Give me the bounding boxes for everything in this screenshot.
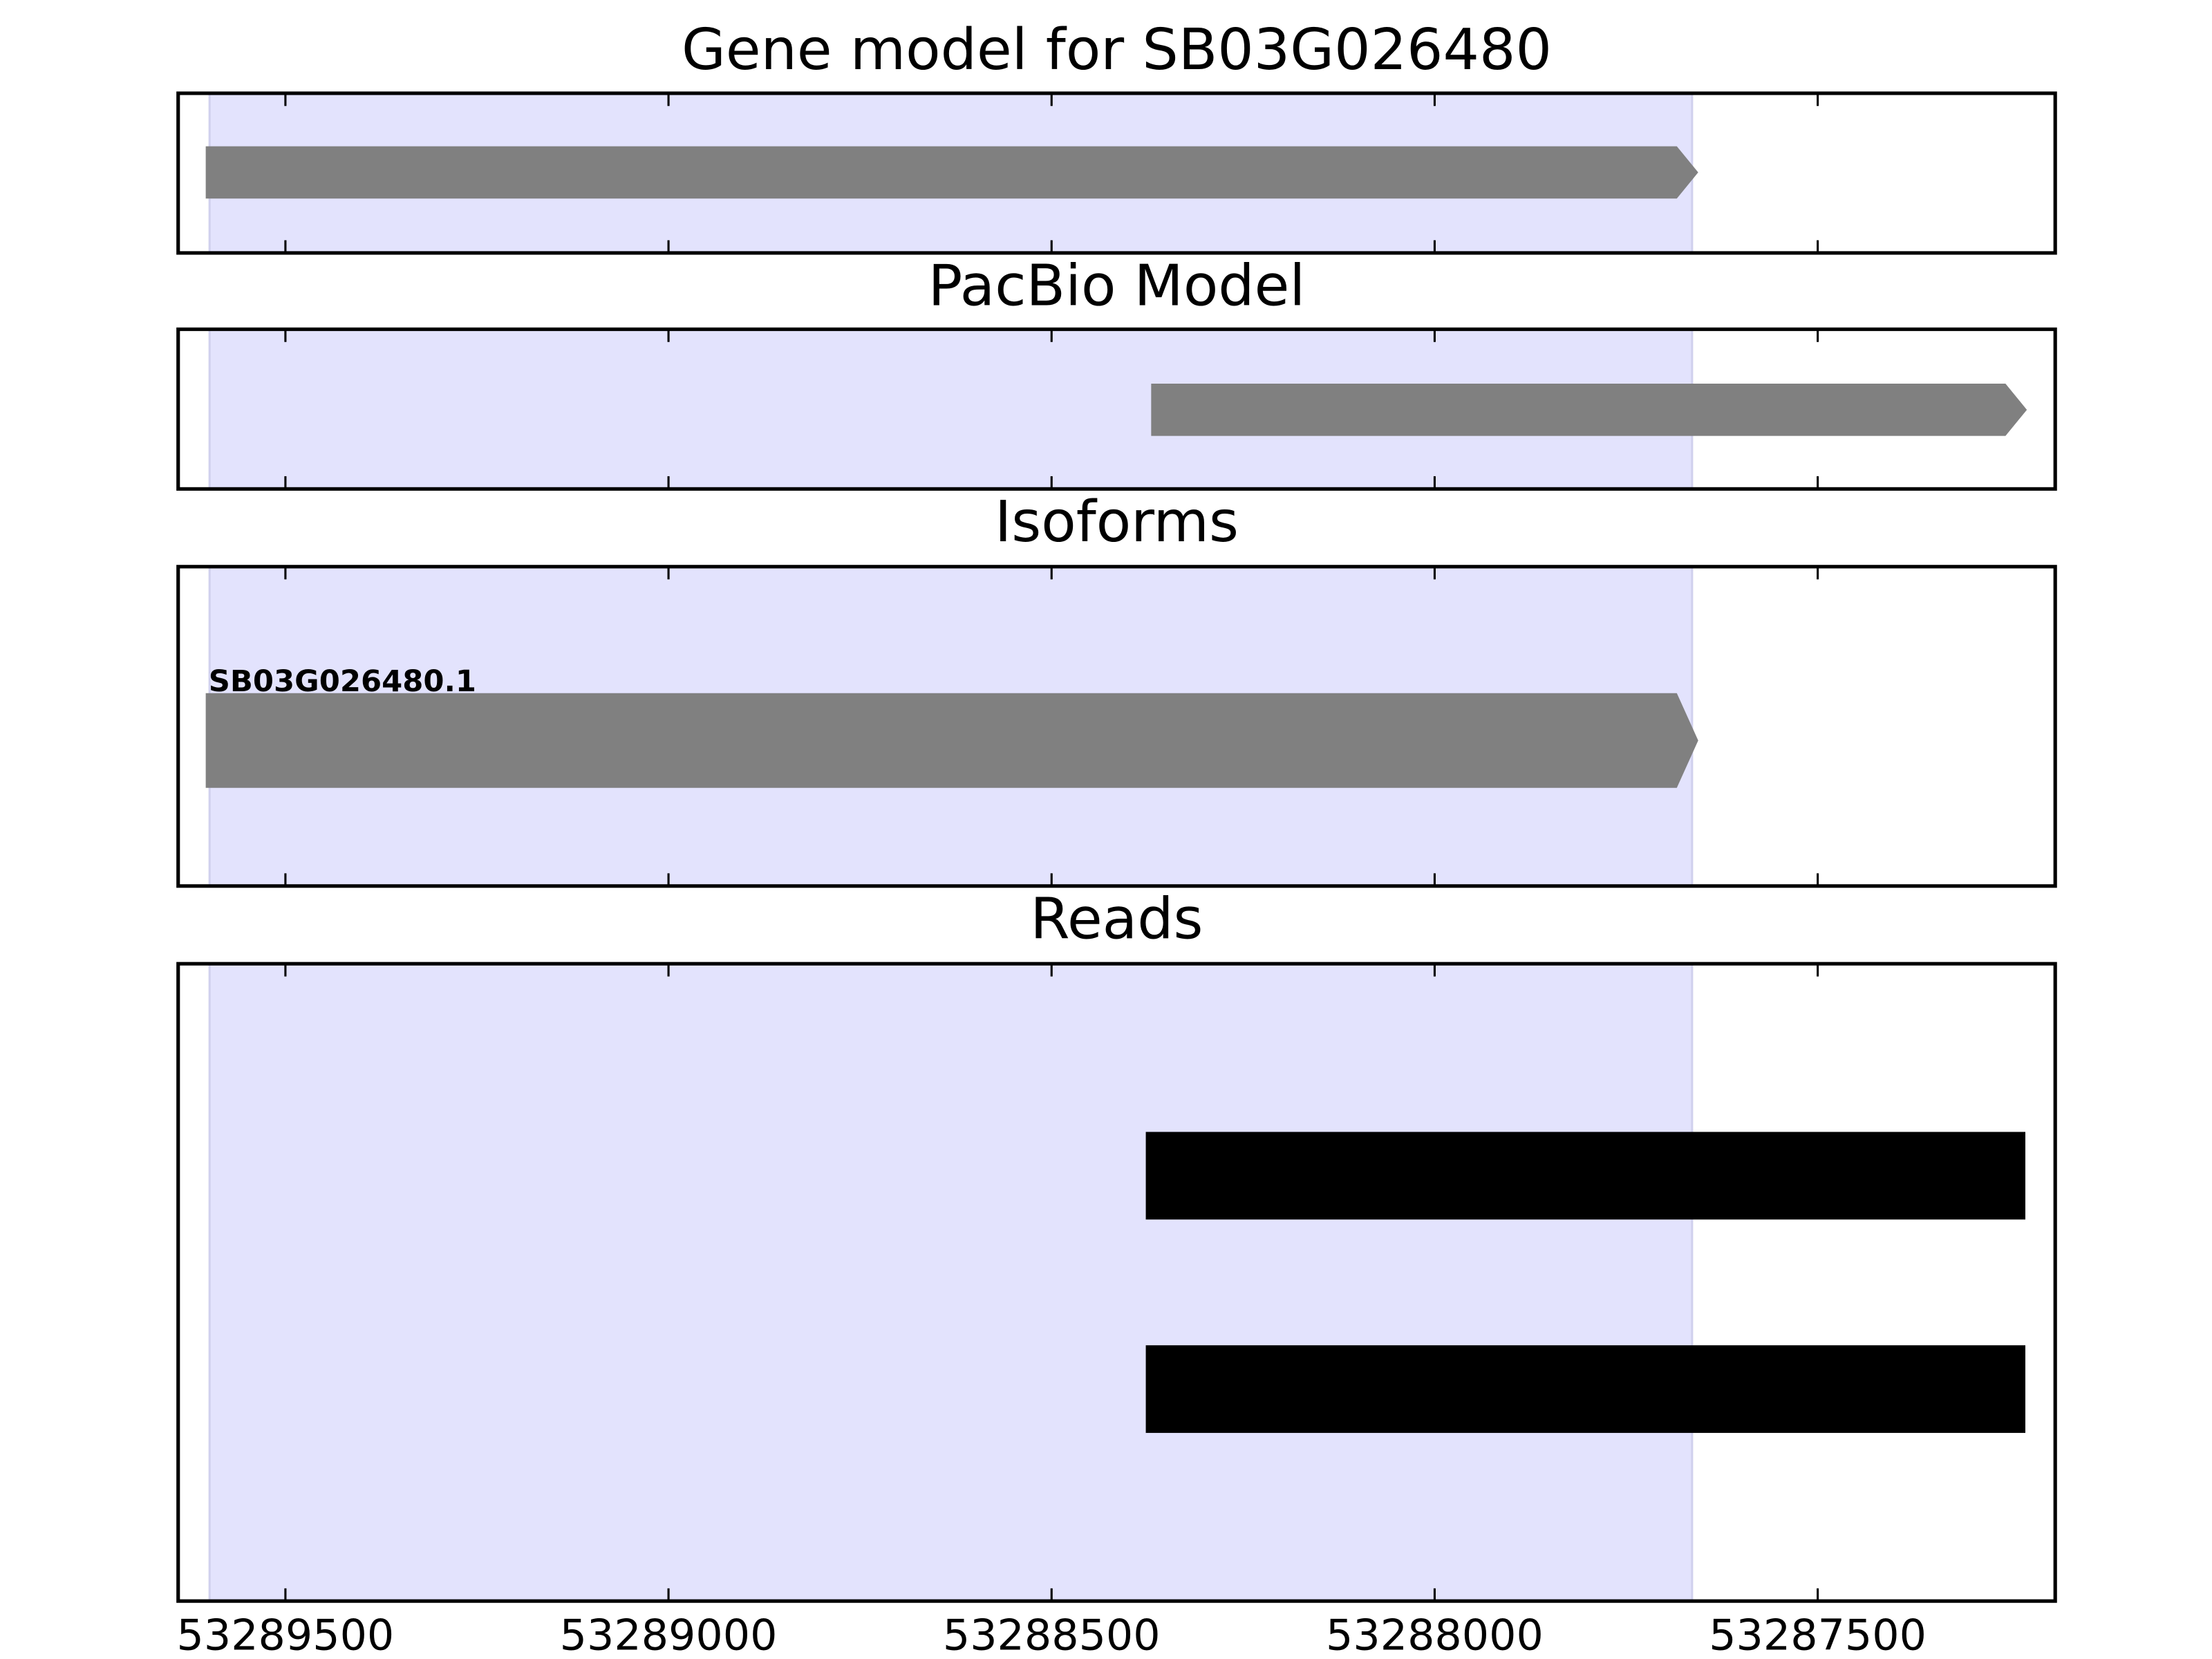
panel-frame xyxy=(176,327,2057,491)
x-tick-label: 53288500 xyxy=(943,1611,1161,1659)
panel-frame xyxy=(176,565,2057,888)
panel-title: PacBio Model xyxy=(928,254,1306,319)
panel-title: Gene model for SB03G026480 xyxy=(682,17,1552,83)
panel-frame xyxy=(176,91,2057,255)
x-tick-label: 53288000 xyxy=(1326,1611,1544,1659)
feature xyxy=(1151,384,2027,436)
x-tick-label: 53289500 xyxy=(177,1611,395,1659)
panel-frame xyxy=(176,962,2057,1603)
panel-title: Reads xyxy=(1030,887,1203,953)
feature xyxy=(205,693,1698,788)
feature xyxy=(205,146,1698,199)
feature-label: SB03G026480.1 xyxy=(209,664,476,699)
read xyxy=(1145,1132,2025,1220)
highlight-region xyxy=(208,962,1694,1602)
read xyxy=(1145,1345,2025,1433)
x-tick-label: 53289000 xyxy=(560,1611,778,1659)
panel-title: Isoforms xyxy=(995,489,1239,555)
x-tick-label: 53287500 xyxy=(1709,1611,1927,1659)
